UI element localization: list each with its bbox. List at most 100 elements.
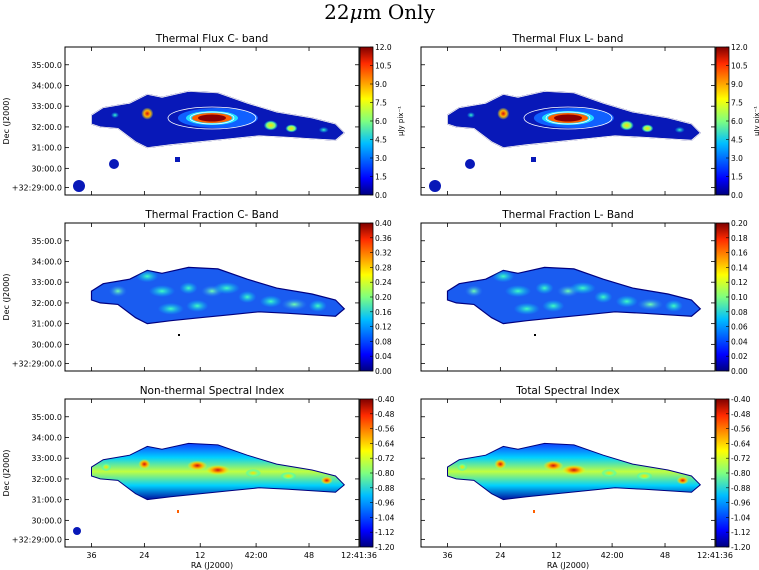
- colorbar-tick-label: -0.40: [731, 395, 751, 404]
- background-source: [533, 510, 535, 513]
- y-tick-label: +32:29:00.0: [12, 536, 62, 545]
- colorbar-tick-label: 1.5: [375, 173, 387, 182]
- background-source: [465, 159, 475, 169]
- colorbar-tick-label: -0.48: [375, 410, 395, 419]
- background-source: [109, 159, 119, 169]
- index-patch: [543, 460, 564, 471]
- figure-title: 22μm Only: [324, 0, 435, 24]
- colorbar-tick-label: -0.88: [375, 484, 395, 493]
- colorbar-tick-label: 6.0: [731, 117, 743, 126]
- colorbar-label: μJy pix⁻¹: [753, 106, 759, 136]
- fraction-patch: [513, 302, 540, 315]
- fraction-patch: [186, 299, 209, 312]
- colorbar-tick-label: 0.16: [731, 249, 748, 258]
- axes-frame: [420, 46, 716, 196]
- colorbar-tick-label: 0.36: [375, 234, 392, 243]
- colorbar-tick-label: 0.40: [375, 219, 392, 228]
- colorbar-tick-label: -0.72: [375, 454, 395, 463]
- colorbar-tick-label: 0.18: [731, 234, 748, 243]
- hii-region: [497, 107, 510, 120]
- index-patch: [601, 469, 618, 477]
- x-tick-label: 12: [551, 551, 561, 560]
- colorbar-tick-label: 0.12: [731, 278, 748, 287]
- hii-region: [674, 126, 685, 133]
- colorbar-tick-label: -0.88: [731, 484, 751, 493]
- colorbar-tick-label: 0.08: [375, 337, 392, 346]
- colorbar-tick-label: 6.0: [375, 117, 387, 126]
- fraction-patches: [108, 270, 327, 315]
- x-tick-label: 24: [139, 551, 149, 560]
- y-tick-label: 35:00.0: [31, 61, 62, 70]
- colorbar-tick-label: -0.72: [731, 454, 751, 463]
- colorbar-tick-label: 0.32: [375, 249, 392, 258]
- panel-title: Thermal Flux C- band: [155, 33, 269, 45]
- y-tick-label: 34:00.0: [31, 81, 62, 90]
- colorbar-tick-label: -1.12: [731, 528, 751, 537]
- index-patch: [676, 476, 689, 485]
- fraction-patch: [308, 299, 327, 312]
- colorbar-tick-label: 4.5: [375, 136, 387, 145]
- y-tick-label: 33:00.0: [31, 278, 62, 287]
- colorbar-tick-label: 3.0: [731, 154, 743, 163]
- index-patches: [101, 459, 333, 485]
- fraction-patch: [464, 285, 483, 298]
- fraction-patch: [213, 282, 240, 295]
- colorbar-tick-label: 7.5: [731, 99, 743, 108]
- fraction-patch: [637, 298, 664, 311]
- panel-title: Non-thermal Spectral Index: [140, 385, 285, 397]
- fraction-patch: [136, 270, 159, 283]
- axes-frame: [64, 46, 360, 196]
- colorbar-tick-label: -1.04: [375, 513, 395, 522]
- hii-region: [619, 120, 634, 131]
- colorbar-tick-label: 0.04: [375, 352, 392, 361]
- x-tick-label: 36: [442, 551, 452, 560]
- index-patch: [245, 469, 262, 477]
- x-tick-label: 24: [495, 551, 505, 560]
- colorbar-tick-label: 0.02: [731, 352, 748, 361]
- colorbar-tick-label: -0.56: [731, 425, 751, 434]
- colorbar-tick-label: 0.24: [375, 278, 392, 287]
- index-patches: [457, 459, 689, 485]
- chart-panel: Thermal Fraction C- Band 35:00.0 34:00.0 33…: [2, 209, 392, 376]
- colorbar-tick-label: -0.80: [375, 469, 395, 478]
- panel-title: Thermal Flux L- band: [512, 33, 624, 45]
- fraction-patch: [664, 299, 683, 312]
- fraction-patch: [594, 291, 613, 303]
- index-patch: [457, 463, 468, 472]
- chart-panel: Thermal Fraction L- Band 0.20 0.18 0.16 0.14…: [420, 209, 748, 376]
- emission-core: [554, 114, 582, 122]
- y-tick-label: 33:00.0: [31, 454, 62, 463]
- colorbar-tick-label: -0.64: [731, 439, 751, 448]
- colorbar-tick-label: -1.20: [731, 543, 751, 552]
- fraction-patch: [535, 282, 554, 295]
- panel-title: Thermal Fraction L- Band: [501, 209, 634, 221]
- background-source: [73, 527, 81, 535]
- x-axis-label: RA (J2000): [191, 561, 233, 570]
- colorbar-tick-label: 0.06: [731, 323, 748, 332]
- axes-frame: [64, 398, 360, 548]
- contour-line: [447, 90, 701, 149]
- colorbar-tick-label: 0.28: [375, 263, 392, 272]
- colorbar-tick-label: -0.48: [731, 410, 751, 419]
- colorbar-tick-label: 0.14: [731, 263, 748, 272]
- x-tick-label: 12: [195, 551, 205, 560]
- contour-line: [189, 111, 235, 125]
- contour-line: [167, 106, 257, 130]
- colorbar-tick-label: -0.96: [375, 499, 395, 508]
- index-patch: [561, 465, 586, 475]
- fraction-patch: [157, 302, 184, 315]
- hii-region: [318, 126, 329, 133]
- y-tick-label: 31:00.0: [31, 320, 62, 329]
- colorbar-tick-label: -0.56: [375, 425, 395, 434]
- background-source: [73, 180, 85, 192]
- colorbar-tick-label: -0.64: [375, 439, 395, 448]
- x-tick-label: 42:00: [245, 551, 268, 560]
- axes-frame: [64, 222, 360, 372]
- fraction-patch: [259, 295, 282, 308]
- fraction-patch: [542, 299, 565, 312]
- colorbar-tick-label: 1.5: [731, 173, 743, 182]
- colorbar-tick-label: 12.0: [731, 43, 748, 52]
- x-tick-label: 48: [304, 551, 314, 560]
- y-tick-label: 30:00.0: [31, 516, 62, 525]
- y-axis-label: Dec (J2000): [2, 98, 11, 145]
